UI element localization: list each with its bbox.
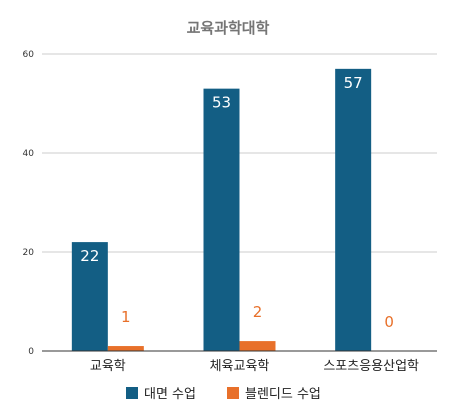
data-label: 22 bbox=[80, 247, 99, 265]
bar bbox=[107, 346, 144, 351]
y-axis-ticks: 0 20 40 60 bbox=[23, 50, 35, 357]
x-tick-label: 교육학 bbox=[90, 359, 126, 374]
data-label: 1 bbox=[121, 308, 131, 326]
data-label: 2 bbox=[253, 303, 263, 321]
bars: 22 1 53 2 57 0 bbox=[71, 68, 394, 352]
y-tick-label: 40 bbox=[23, 149, 35, 159]
legend: 대면 수업 블렌디드 수업 bbox=[126, 387, 321, 402]
bar bbox=[239, 341, 276, 351]
y-tick-label: 0 bbox=[28, 347, 34, 357]
bar bbox=[203, 88, 240, 352]
data-label: 53 bbox=[212, 94, 231, 112]
bar bbox=[71, 242, 108, 351]
legend-label: 블렌디드 수업 bbox=[245, 387, 321, 402]
data-label: 57 bbox=[344, 74, 363, 92]
x-tick-label: 스포츠응용산업학 bbox=[323, 359, 419, 374]
x-axis-ticks: 교육학 체육교육학 스포츠응용산업학 bbox=[90, 359, 419, 374]
data-label: 0 bbox=[384, 313, 394, 331]
bar bbox=[335, 68, 372, 351]
x-tick-label: 체육교육학 bbox=[210, 359, 270, 374]
legend-label: 대면 수업 bbox=[144, 387, 196, 402]
legend-swatch bbox=[126, 387, 138, 399]
legend-swatch bbox=[227, 387, 239, 399]
y-tick-label: 20 bbox=[23, 248, 35, 258]
y-tick-label: 60 bbox=[23, 50, 35, 60]
chart-title: 교육과학대학 bbox=[187, 19, 270, 37]
